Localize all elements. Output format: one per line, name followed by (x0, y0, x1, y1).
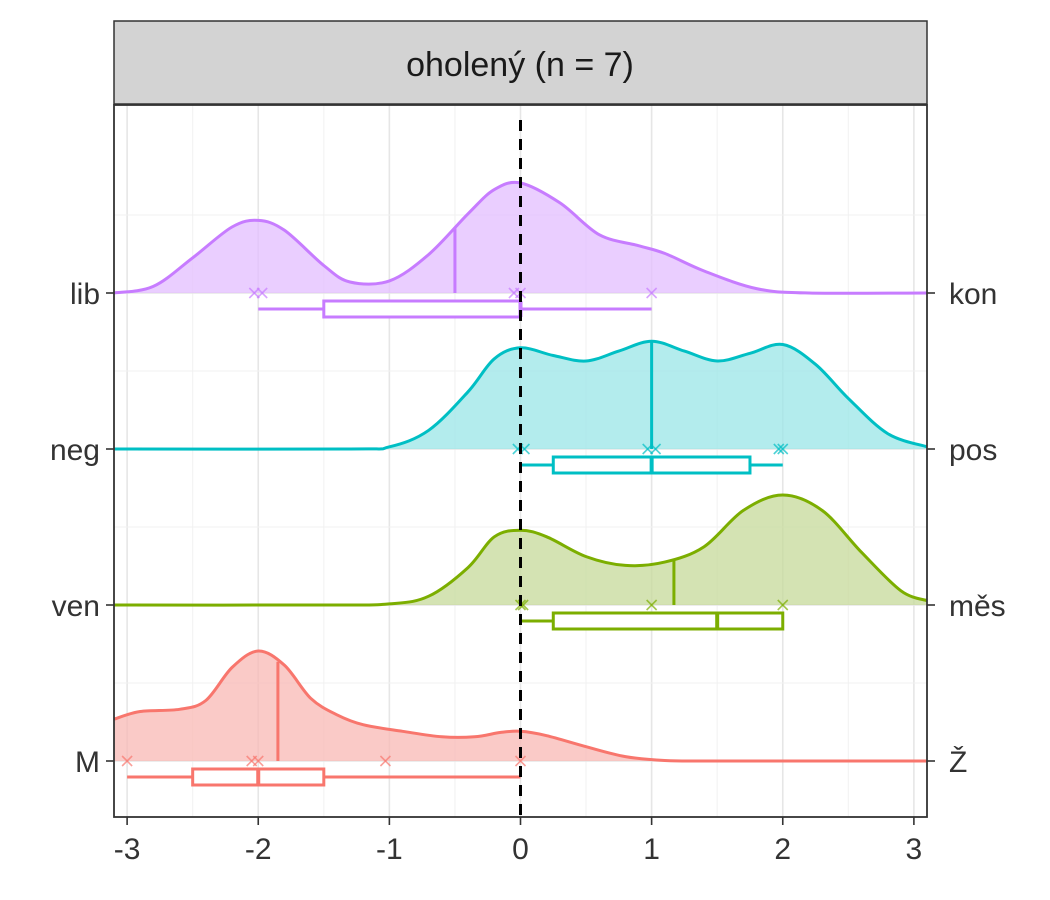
data-point (646, 287, 658, 299)
x-tick-label: 2 (774, 833, 791, 866)
data-point (121, 755, 133, 767)
y-right-label: kon (949, 278, 997, 311)
density-curve (113, 180, 928, 295)
data-point-stroke (642, 443, 654, 455)
x-tick-label: 3 (906, 833, 923, 866)
data-point (646, 599, 658, 611)
data-point (649, 443, 662, 455)
y-right-label: pos (949, 434, 997, 467)
data-point-stroke (379, 755, 392, 767)
density-curve (113, 339, 928, 451)
x-tick-label: 0 (512, 833, 529, 866)
density-curve (113, 649, 928, 763)
strip-background (113, 20, 928, 105)
data-point-stroke (777, 443, 789, 455)
data-point (777, 599, 789, 611)
density-area (114, 650, 927, 762)
data-point-stroke (248, 287, 260, 299)
data-point-stroke (773, 443, 785, 455)
data-point-stroke (252, 755, 264, 767)
x-tick-label: 1 (643, 833, 660, 866)
data-point-stroke (646, 287, 658, 299)
data-point-stroke (649, 443, 662, 455)
box-iqr (551, 611, 785, 631)
data-point (642, 443, 654, 455)
density-area (114, 495, 927, 606)
y-right-label: měs (949, 590, 1006, 623)
data-point (773, 443, 785, 455)
y-left-label: ven (52, 590, 100, 623)
ridge-series-M (113, 649, 928, 787)
box-iqr (322, 299, 522, 319)
data-point-stroke (121, 755, 133, 767)
y-right-label: Ž (949, 746, 967, 779)
data-point-stroke (514, 755, 527, 767)
x-tick-label: -2 (245, 833, 272, 866)
data-point (252, 755, 264, 767)
data-point-stroke (256, 287, 268, 299)
data-point-stroke (517, 599, 529, 611)
x-tick-label: -3 (114, 833, 141, 866)
data-point-stroke (646, 599, 658, 611)
y-left-label: neg (50, 434, 100, 467)
data-point (514, 755, 527, 767)
ridge-series-ven (113, 493, 928, 631)
x-tick-label: -1 (376, 833, 403, 866)
data-point-stroke (777, 599, 789, 611)
density-curve (113, 493, 928, 607)
data-point (256, 287, 268, 299)
data-point (379, 755, 392, 767)
data-point (777, 443, 789, 455)
data-point (248, 287, 260, 299)
y-left-label: M (75, 746, 100, 779)
y-left-label: lib (70, 278, 100, 311)
chart-title: oholený (n = 7) (406, 46, 634, 84)
